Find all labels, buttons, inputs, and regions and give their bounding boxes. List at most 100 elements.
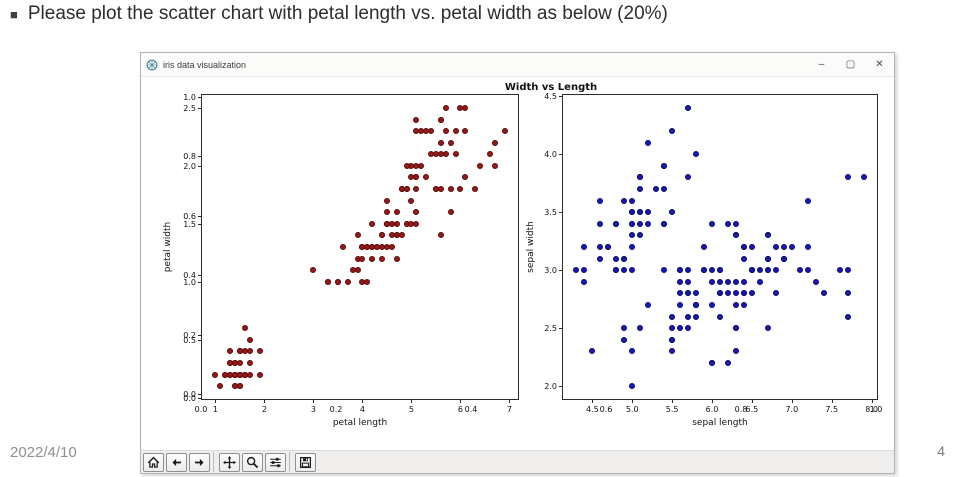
scatter-point — [236, 348, 243, 355]
x-tick — [632, 400, 634, 403]
scatter-point — [581, 267, 588, 274]
scatter-point — [804, 267, 811, 274]
scatter-point — [256, 348, 263, 355]
scatter-point — [740, 255, 747, 262]
scatter-point — [573, 267, 580, 274]
x-tick — [215, 400, 217, 403]
x-tick — [871, 400, 873, 403]
minimize-button[interactable]: – — [818, 59, 825, 70]
sepal-yaxis-label: sepal width — [526, 221, 536, 273]
scatter-point — [418, 128, 425, 135]
scatter-point — [732, 301, 739, 308]
scatter-point — [844, 313, 851, 320]
scatter-point — [661, 220, 668, 227]
scatter-point — [383, 220, 390, 227]
scatter-point — [764, 325, 771, 332]
y-tick — [198, 107, 201, 109]
y-tick — [198, 397, 201, 399]
scatter-point — [621, 197, 628, 204]
home-button[interactable] — [143, 452, 164, 472]
scatter-point — [820, 290, 827, 297]
scatter-point — [232, 383, 239, 390]
scatter-point — [661, 267, 668, 274]
scatter-point — [629, 232, 636, 239]
scatter-point — [491, 139, 498, 146]
scatter-point — [804, 197, 811, 204]
y-tick-label: 0.0 — [183, 393, 196, 403]
y-tick-label: 4.5 — [544, 92, 557, 102]
scatter-point — [772, 267, 779, 274]
x-tick-label: 7.0 — [785, 405, 799, 414]
scatter-point — [621, 255, 628, 262]
scatter-point — [772, 290, 779, 297]
pan-button[interactable] — [219, 452, 240, 472]
scatter-point — [685, 313, 692, 320]
scatter-point — [581, 244, 588, 250]
scatter-point — [740, 244, 747, 250]
maximize-button[interactable]: ▢ — [845, 59, 856, 70]
scatter-point — [732, 220, 739, 227]
scatter-point — [413, 116, 420, 123]
ghost-y-tick-label: 1.0 — [183, 93, 196, 102]
toolbar-separator — [213, 452, 214, 472]
save-button[interactable] — [295, 452, 316, 472]
scatter-point — [442, 128, 449, 135]
magnifier-icon — [246, 456, 259, 468]
floppy-disk-icon — [300, 456, 311, 468]
arrow-left-icon — [172, 458, 181, 466]
close-button[interactable]: ✕ — [875, 59, 884, 70]
scatter-point — [447, 209, 454, 216]
scatter-point — [669, 336, 676, 343]
ghost-y-tick — [198, 97, 201, 98]
scatter-point — [383, 197, 390, 204]
scatter-point — [246, 336, 253, 343]
scatter-point — [637, 174, 644, 181]
scatter-point — [860, 174, 867, 181]
scatter-point — [462, 128, 469, 135]
sepal-xaxis-label: sepal length — [692, 418, 748, 428]
scatter-point — [398, 186, 405, 193]
scatter-point — [844, 174, 851, 181]
scatter-point — [724, 359, 731, 366]
scatter-point — [844, 290, 851, 297]
scatter-point — [701, 244, 708, 250]
scatter-point — [241, 325, 248, 332]
x-tick — [672, 400, 674, 403]
x-tick — [831, 400, 833, 403]
scatter-point — [369, 255, 376, 262]
scatter-point — [629, 267, 636, 274]
scatter-point — [629, 209, 636, 216]
ghost-x-tick-label: 0.6 — [599, 405, 613, 414]
ghost-y-tick — [198, 156, 201, 158]
scatter-point — [637, 325, 644, 332]
y-tick — [559, 386, 562, 388]
scatter-point — [669, 325, 676, 332]
scatter-point — [334, 278, 341, 285]
scatter-point — [597, 220, 604, 227]
scatter-point — [437, 139, 444, 146]
petal-scatter-axes — [201, 94, 519, 400]
forward-button[interactable] — [189, 452, 210, 472]
scatter-point — [418, 162, 425, 169]
zoom-button[interactable] — [242, 452, 263, 472]
scatter-point — [669, 209, 676, 216]
scatter-point — [246, 359, 253, 366]
scatter-point — [685, 278, 692, 285]
back-button[interactable] — [166, 452, 187, 472]
scatter-point — [462, 104, 469, 111]
scatter-point — [447, 139, 454, 146]
scatter-point — [685, 267, 692, 274]
scatter-point — [645, 209, 652, 216]
configure-subplots-button[interactable] — [265, 452, 286, 472]
scatter-point — [349, 267, 356, 274]
scatter-point — [428, 128, 435, 135]
scatter-point — [844, 267, 851, 274]
y-tick — [559, 328, 562, 330]
bullet-icon: ■ — [10, 6, 18, 22]
scatter-point — [677, 290, 684, 297]
scatter-point — [393, 209, 400, 216]
scatter-point — [693, 313, 700, 320]
scatter-point — [804, 244, 811, 250]
scatter-point — [597, 255, 604, 262]
window-titlebar[interactable]: iris data visualization – ▢ ✕ — [141, 53, 894, 77]
